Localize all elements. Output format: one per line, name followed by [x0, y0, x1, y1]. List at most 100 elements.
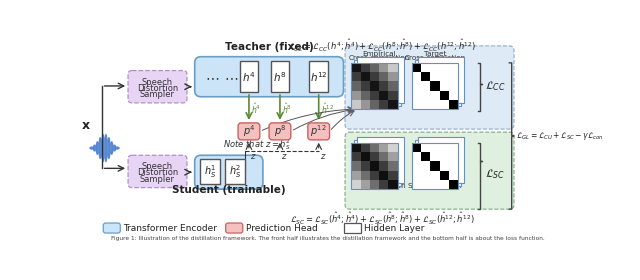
Bar [360, 152, 370, 161]
Bar [351, 63, 360, 72]
Bar [351, 143, 360, 152]
Bar [351, 63, 397, 109]
Bar [421, 81, 430, 91]
Text: $\mathbf{x}$: $\mathbf{x}$ [81, 120, 91, 132]
Bar [379, 161, 388, 171]
Bar [351, 180, 360, 189]
Bar [379, 143, 388, 152]
Bar [370, 81, 379, 91]
Text: $h^{12}$: $h^{12}$ [310, 70, 328, 84]
FancyBboxPatch shape [128, 71, 187, 103]
Text: $\mathcal{L}_{CC}$: $\mathcal{L}_{CC}$ [484, 79, 505, 93]
Text: Cross-correlation: Cross-correlation [404, 55, 465, 61]
Bar [360, 143, 370, 152]
FancyBboxPatch shape [103, 223, 120, 233]
Bar [418, 137, 465, 183]
Bar [355, 140, 401, 186]
Bar [412, 81, 421, 91]
Bar [421, 63, 430, 72]
Bar [358, 137, 404, 183]
Bar [412, 63, 458, 109]
Text: Self-correlation: Self-correlation [408, 183, 462, 189]
Text: z: z [282, 152, 286, 161]
Text: $p^8$: $p^8$ [274, 123, 286, 139]
Bar [379, 180, 388, 189]
Text: Speech: Speech [142, 78, 173, 87]
Text: Self-correlation: Self-correlation [352, 183, 406, 189]
Bar [360, 161, 370, 171]
Bar [370, 100, 379, 109]
Bar [388, 161, 397, 171]
Bar [430, 152, 440, 161]
Text: Empirical: Empirical [362, 50, 396, 57]
Bar [440, 152, 449, 161]
Bar [440, 91, 449, 100]
Text: $\cdots$: $\cdots$ [224, 70, 238, 84]
FancyBboxPatch shape [238, 123, 260, 140]
Bar [418, 57, 465, 103]
Bar [379, 72, 388, 81]
Bar [351, 161, 360, 171]
Text: $p^4$: $p^4$ [243, 123, 255, 139]
Text: $p^{12}$: $p^{12}$ [310, 123, 327, 139]
Bar [344, 223, 360, 233]
Bar [355, 60, 401, 106]
Text: $h_S^2$: $h_S^2$ [228, 163, 241, 180]
Bar [430, 91, 440, 100]
Bar [351, 152, 360, 161]
Bar [412, 143, 458, 189]
Bar [440, 161, 449, 171]
Text: $h_S^1$: $h_S^1$ [204, 163, 216, 180]
FancyBboxPatch shape [345, 132, 514, 209]
Bar [379, 100, 388, 109]
Bar [360, 100, 370, 109]
Text: $h^4$: $h^4$ [242, 70, 256, 84]
Text: $\mathcal{L}_{SC} = \mathcal{L}_{SC}(\hat{h}^4;\hat{h}^4) + \mathcal{L}_{SC}(\ha: $\mathcal{L}_{SC} = \mathcal{L}_{SC}(\ha… [290, 211, 475, 227]
FancyBboxPatch shape [128, 155, 187, 188]
Text: $\mathcal{L}_{CC} = \mathcal{L}_{CC}(h^4;\hat{h}^4) + \mathcal{L}_{CC}(h^8;\hat{: $\mathcal{L}_{CC} = \mathcal{L}_{CC}(h^4… [288, 38, 476, 54]
Text: Target: Target [424, 178, 446, 184]
Text: Prediction Head: Prediction Head [246, 224, 317, 233]
Bar [239, 61, 259, 92]
Bar [351, 81, 360, 91]
Bar [412, 152, 421, 161]
Bar [449, 63, 458, 72]
Text: Speech: Speech [142, 162, 173, 171]
Text: $h^8$: $h^8$ [273, 70, 287, 84]
Bar [225, 159, 245, 184]
Bar [388, 100, 397, 109]
Bar [430, 100, 440, 109]
Bar [449, 161, 458, 171]
FancyBboxPatch shape [226, 223, 243, 233]
Text: $\hat{h}^4$: $\hat{h}^4$ [252, 101, 261, 116]
Bar [412, 143, 421, 152]
FancyBboxPatch shape [269, 123, 291, 140]
Bar [440, 171, 449, 180]
Bar [370, 152, 379, 161]
Bar [370, 72, 379, 81]
Bar [430, 63, 440, 72]
Bar [360, 91, 370, 100]
Bar [360, 63, 370, 72]
Bar [412, 100, 421, 109]
Bar [388, 81, 397, 91]
Text: Transformer Encoder: Transformer Encoder [124, 224, 218, 233]
Bar [449, 81, 458, 91]
Bar [421, 180, 430, 189]
Text: Student (trainable): Student (trainable) [172, 185, 285, 195]
Text: Empirical: Empirical [362, 178, 396, 184]
Bar [351, 100, 360, 109]
Bar [440, 143, 449, 152]
Bar [412, 161, 421, 171]
Bar [370, 63, 379, 72]
Bar [200, 159, 220, 184]
FancyBboxPatch shape [195, 155, 263, 189]
Bar [449, 152, 458, 161]
Text: Target: Target [424, 50, 446, 57]
FancyBboxPatch shape [308, 123, 330, 140]
Text: Teacher (fixed): Teacher (fixed) [225, 42, 314, 52]
Bar [440, 180, 449, 189]
Bar [449, 171, 458, 180]
Text: $\mathcal{L}_{SC}$: $\mathcal{L}_{SC}$ [484, 168, 505, 181]
Bar [412, 63, 421, 72]
